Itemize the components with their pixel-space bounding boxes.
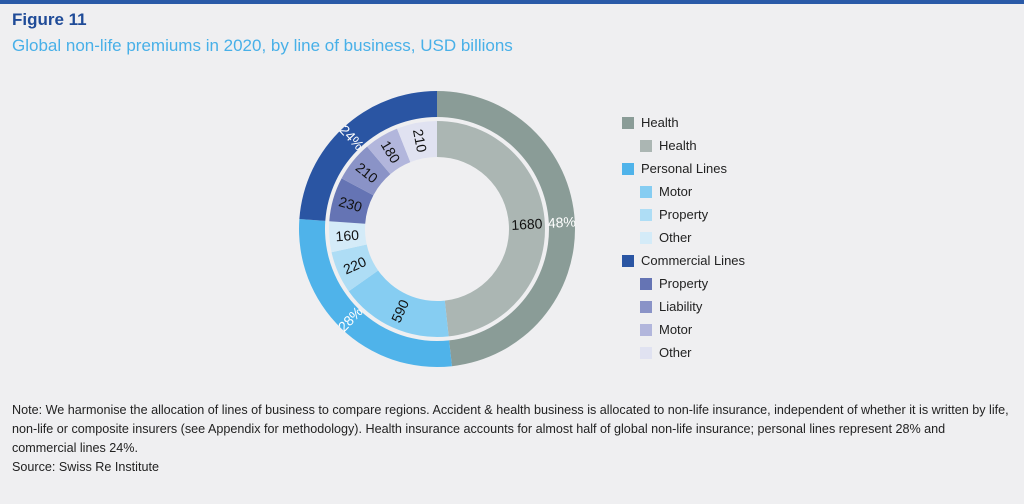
legend-label: Other [659, 345, 692, 360]
outer-slice-personal-lines [299, 219, 452, 367]
legend-swatch [640, 231, 652, 244]
legend-label: Personal Lines [641, 161, 727, 176]
legend-subitem: Other [622, 226, 745, 249]
legend-swatch [640, 139, 652, 152]
inner-slice-label: 230 [337, 193, 364, 215]
inner-slice-commercial-lines-motor [367, 128, 411, 175]
note: Note: We harmonise the allocation of lin… [12, 401, 1012, 477]
legend-swatch [622, 116, 634, 129]
legend-subitem: Liability [622, 295, 745, 318]
inner-slice-label: 160 [335, 227, 360, 245]
legend-label: Motor [659, 322, 693, 337]
legend-label: Property [659, 207, 709, 222]
legend: Health Health Personal Lines Motor Property O… [622, 111, 745, 364]
legend-swatch [622, 162, 634, 175]
legend-label: Health [641, 115, 679, 130]
legend-label: Health [659, 138, 697, 153]
legend-label: Motor [659, 184, 693, 199]
inner-slice-personal-lines-property [331, 244, 379, 292]
legend-swatch [640, 346, 652, 359]
note-text: Note: We harmonise the allocation of lin… [12, 403, 1009, 455]
inner-slice-label: 1680 [511, 215, 543, 233]
legend-label: Commercial Lines [641, 253, 746, 268]
legend-subitem: Property [622, 272, 745, 295]
legend-swatch [640, 323, 652, 336]
figure-number: Figure 11 [12, 10, 87, 29]
legend-swatch [640, 208, 652, 221]
legend-swatch [640, 185, 652, 198]
legend-label: Liability [659, 299, 703, 314]
legend-item: Health [622, 111, 745, 134]
outer-slice-health [437, 91, 576, 367]
legend-subitem: Motor [622, 180, 745, 203]
legend-subitem: Other [622, 341, 745, 364]
legend-subitem: Motor [622, 318, 745, 341]
inner-slice-health-health [437, 121, 545, 337]
legend-item: Personal Lines [622, 157, 745, 180]
source-text: Source: Swiss Re Institute [12, 460, 159, 474]
legend-subitem: Property [622, 203, 745, 226]
inner-slice-personal-lines-other [329, 221, 367, 253]
inner-slice-label: 210 [410, 128, 430, 154]
legend-label: Other [659, 230, 692, 245]
top-rule [0, 0, 1024, 4]
inner-slice-commercial-lines-liability [341, 146, 391, 196]
chart-title: Global non-life premiums in 2020, by lin… [12, 36, 513, 55]
legend-swatch [640, 277, 652, 290]
legend-swatch [640, 300, 652, 313]
inner-slice-personal-lines-motor [348, 270, 449, 337]
outer-slice-commercial-lines [299, 91, 437, 221]
legend-label: Property [659, 276, 709, 291]
legend-swatch [622, 254, 634, 267]
legend-item: Commercial Lines [622, 249, 745, 272]
legend-subitem: Health [622, 134, 745, 157]
inner-slice-commercial-lines-property [329, 178, 374, 224]
inner-slice-commercial-lines-other [397, 121, 437, 163]
outer-slice-label: 48% [547, 213, 576, 230]
